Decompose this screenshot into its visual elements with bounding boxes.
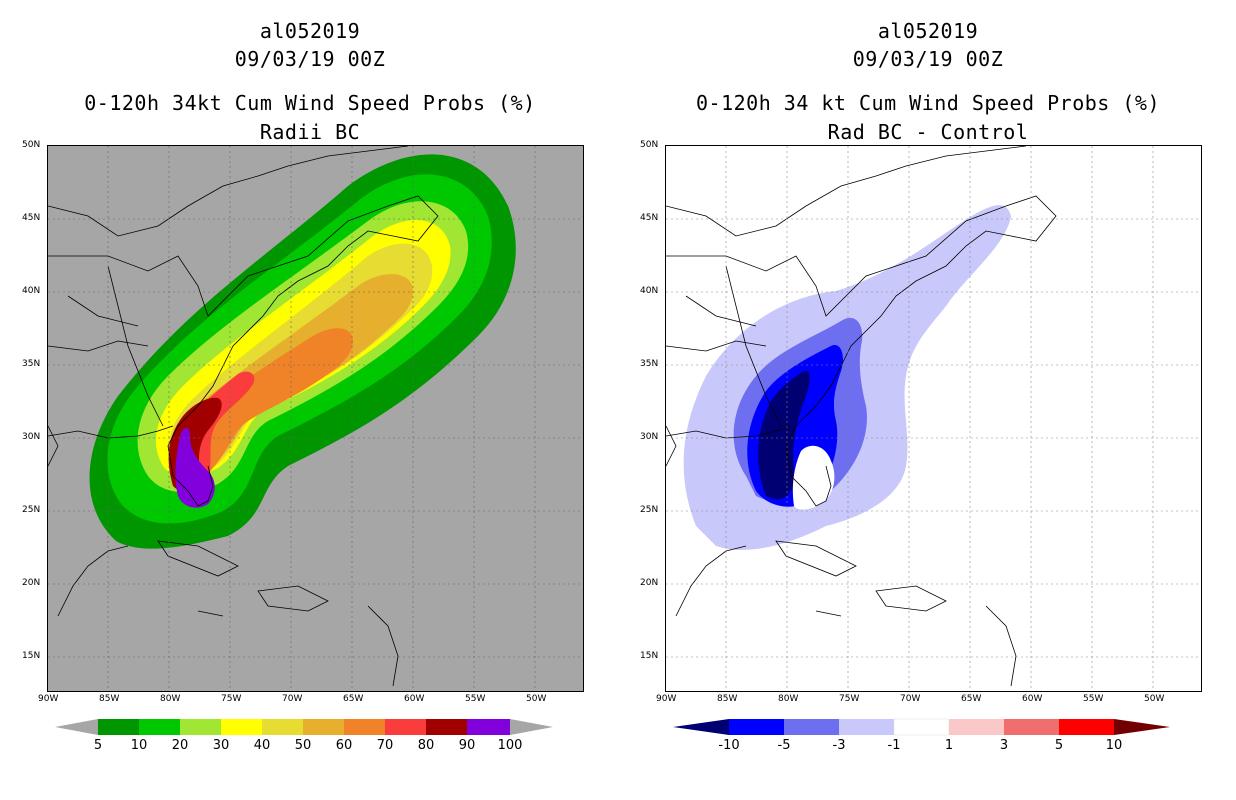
cb-pos-end <box>1114 719 1170 735</box>
cb-label: 10 <box>1105 738 1123 753</box>
prob-60 <box>177 328 353 483</box>
lon-label: 90W <box>38 694 59 704</box>
lat-label: 50N <box>640 140 659 150</box>
right-subtitle: Rad BC - Control <box>827 120 1029 144</box>
lat-label: 50N <box>22 140 41 150</box>
right-coastlines <box>666 146 1057 687</box>
lon-label: 80W <box>160 694 181 704</box>
cb-label: 1 <box>944 738 954 753</box>
lat-label: 40N <box>22 286 41 296</box>
lat-label: 30N <box>22 432 41 442</box>
lat-label: 45N <box>640 213 659 223</box>
left-colorbar <box>55 719 553 735</box>
cb-70-80 <box>385 719 426 735</box>
cb-label: 70 <box>376 738 394 753</box>
right-map-svg <box>666 146 1201 691</box>
lon-label: 55W <box>465 694 486 704</box>
lat-label: 25N <box>22 505 41 515</box>
lon-label: 75W <box>221 694 242 704</box>
lon-label: 75W <box>839 694 860 704</box>
cb-label: 50 <box>294 738 312 753</box>
right-gridlines <box>666 146 1201 691</box>
cb-80-90 <box>426 719 467 735</box>
cb-20-30 <box>180 719 221 735</box>
cb-50-60 <box>303 719 344 735</box>
cb-3-5 <box>1004 719 1059 735</box>
left-datetime: 09/03/19 00Z <box>234 47 386 71</box>
lat-label: 25N <box>640 505 659 515</box>
lon-label: 50W <box>1144 694 1165 704</box>
left-map-svg <box>48 146 583 691</box>
lon-label: 65W <box>343 694 364 704</box>
lat-label: 35N <box>640 359 659 369</box>
cb-label: 90 <box>458 738 476 753</box>
lat-label: 45N <box>22 213 41 223</box>
lon-label: 60W <box>1022 694 1043 704</box>
right-storm-id: al052019 <box>877 19 979 43</box>
cb-90-100 <box>467 719 510 735</box>
diff-neutral <box>792 445 835 510</box>
cb-label: -3 <box>832 738 846 753</box>
cb-1-3 <box>949 719 1004 735</box>
right-datetime: 09/03/19 00Z <box>852 47 1004 71</box>
cb-neg-end <box>673 719 729 735</box>
right-map <box>665 145 1202 692</box>
cb-neg10-neg5 <box>729 719 784 735</box>
lon-label: 60W <box>404 694 425 704</box>
cb-label: 40 <box>253 738 271 753</box>
cb-label: 5 <box>93 738 103 753</box>
lat-label: 20N <box>22 578 41 588</box>
cb-label: 10 <box>130 738 148 753</box>
cb-neg3-neg1 <box>839 719 894 735</box>
difference-field <box>683 205 1011 550</box>
lat-label: 30N <box>640 432 659 442</box>
lat-label: 15N <box>640 651 659 661</box>
cb-neg1-1 <box>893 718 950 736</box>
cb-60-70 <box>344 719 385 735</box>
cb-label: 3 <box>999 738 1009 753</box>
lon-label: 90W <box>656 694 677 704</box>
right-colorbar <box>673 718 1170 736</box>
lat-label: 20N <box>640 578 659 588</box>
lon-label: 70W <box>900 694 921 704</box>
left-coastlines <box>48 146 439 687</box>
diff-neg10 <box>758 370 810 500</box>
cb-left-end <box>55 719 98 735</box>
lon-label: 70W <box>282 694 303 704</box>
lat-label: 40N <box>640 286 659 296</box>
lon-label: 80W <box>778 694 799 704</box>
cb-label: -10 <box>718 738 740 753</box>
cb-5-10 <box>98 719 139 735</box>
cb-neg5-neg3 <box>784 719 839 735</box>
cb-label: -5 <box>777 738 791 753</box>
lon-label: 50W <box>526 694 547 704</box>
cb-label: -1 <box>887 738 901 753</box>
lat-label: 35N <box>22 359 41 369</box>
right-title: 0-120h 34 kt Cum Wind Speed Probs (%) <box>695 91 1161 115</box>
lon-label: 55W <box>1083 694 1104 704</box>
left-title: 0-120h 34kt Cum Wind Speed Probs (%) <box>84 91 536 115</box>
cb-right-end <box>510 719 553 735</box>
left-storm-id: al052019 <box>259 19 361 43</box>
cb-40-50 <box>262 719 303 735</box>
cb-10-20 <box>139 719 180 735</box>
cb-label: 80 <box>417 738 435 753</box>
left-map <box>47 145 584 692</box>
lon-label: 85W <box>99 694 120 704</box>
cb-30-40 <box>221 719 262 735</box>
cb-label: 20 <box>171 738 189 753</box>
left-subtitle: Radii BC <box>259 120 361 144</box>
left-gridlines <box>48 146 583 691</box>
cb-5-10 <box>1059 719 1114 735</box>
cb-label: 100 <box>497 738 523 753</box>
lon-label: 65W <box>961 694 982 704</box>
lat-label: 15N <box>22 651 41 661</box>
lon-label: 85W <box>717 694 738 704</box>
cb-label: 30 <box>212 738 230 753</box>
cb-label: 60 <box>335 738 353 753</box>
cb-label: 5 <box>1054 738 1064 753</box>
